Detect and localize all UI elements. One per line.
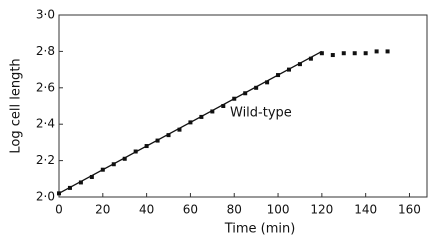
data-point bbox=[330, 53, 335, 58]
y-tick-label: 3·0 bbox=[36, 8, 55, 22]
x-tick-label: 60 bbox=[183, 203, 198, 217]
data-point bbox=[352, 51, 357, 56]
data-point bbox=[363, 51, 368, 56]
y-tick-label: 2·6 bbox=[36, 80, 55, 94]
data-point bbox=[166, 133, 171, 138]
x-axis-label: Time (min) bbox=[224, 222, 296, 237]
data-point bbox=[385, 49, 390, 54]
data-point bbox=[221, 104, 226, 108]
x-tick-label: 140 bbox=[354, 203, 377, 217]
data-point bbox=[210, 109, 215, 114]
y-axis-label: Log cell length bbox=[9, 58, 24, 153]
data-point bbox=[341, 51, 346, 56]
x-tick-label: 20 bbox=[95, 203, 110, 217]
data-point bbox=[319, 51, 324, 56]
x-tick-label: 120 bbox=[310, 203, 333, 217]
data-point bbox=[374, 49, 379, 54]
fit-line bbox=[58, 50, 323, 194]
x-tick-label: 160 bbox=[398, 203, 421, 217]
data-point bbox=[297, 62, 302, 67]
data-point bbox=[265, 80, 270, 85]
y-tick-label: 2·4 bbox=[36, 117, 55, 131]
x-tick-label: 100 bbox=[267, 203, 290, 217]
data-point bbox=[254, 85, 259, 90]
x-tick-label: 40 bbox=[139, 203, 154, 217]
x-tick-label: 80 bbox=[227, 203, 242, 217]
y-tick-label: 2·8 bbox=[36, 44, 55, 58]
plot-frame bbox=[58, 14, 428, 198]
data-point bbox=[89, 174, 94, 179]
annotation: Wild-type bbox=[230, 106, 292, 121]
x-tick-label: 0 bbox=[55, 203, 63, 217]
y-tick-label: 2·2 bbox=[36, 153, 55, 167]
data-point bbox=[122, 156, 127, 161]
data-point bbox=[78, 180, 83, 185]
y-tick-label: 2·0 bbox=[36, 190, 55, 204]
data-point bbox=[177, 127, 182, 132]
data-point bbox=[308, 56, 313, 61]
